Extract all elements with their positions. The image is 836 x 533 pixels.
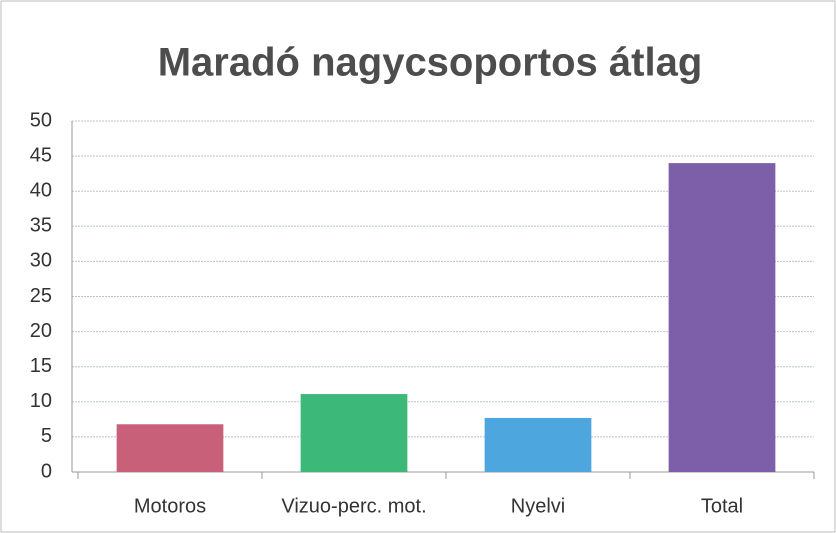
y-tick-label: 15 [30, 355, 52, 377]
x-tick-label: Total [701, 495, 743, 517]
y-tick-label: 45 [30, 144, 52, 166]
y-tick-label: 20 [30, 320, 52, 342]
chart-title: Maradó nagycsoportos átlag [158, 41, 703, 85]
bar [116, 424, 224, 472]
y-tick-label: 30 [30, 250, 52, 272]
x-tick-label: Motoros [134, 495, 206, 517]
bar [300, 394, 408, 472]
x-tick-label: Vizuo-perc. mot. [281, 495, 426, 517]
y-tick-label: 25 [30, 285, 52, 307]
y-tick-label: 10 [30, 390, 52, 412]
bar [668, 163, 776, 472]
y-tick-label: 5 [41, 425, 52, 447]
x-tick-label: Nyelvi [511, 495, 565, 517]
y-tick-label: 50 [30, 109, 52, 131]
y-tick-label: 0 [41, 460, 52, 482]
y-tick-label: 40 [30, 179, 52, 201]
bar [484, 417, 592, 472]
y-tick-label: 35 [30, 215, 52, 237]
